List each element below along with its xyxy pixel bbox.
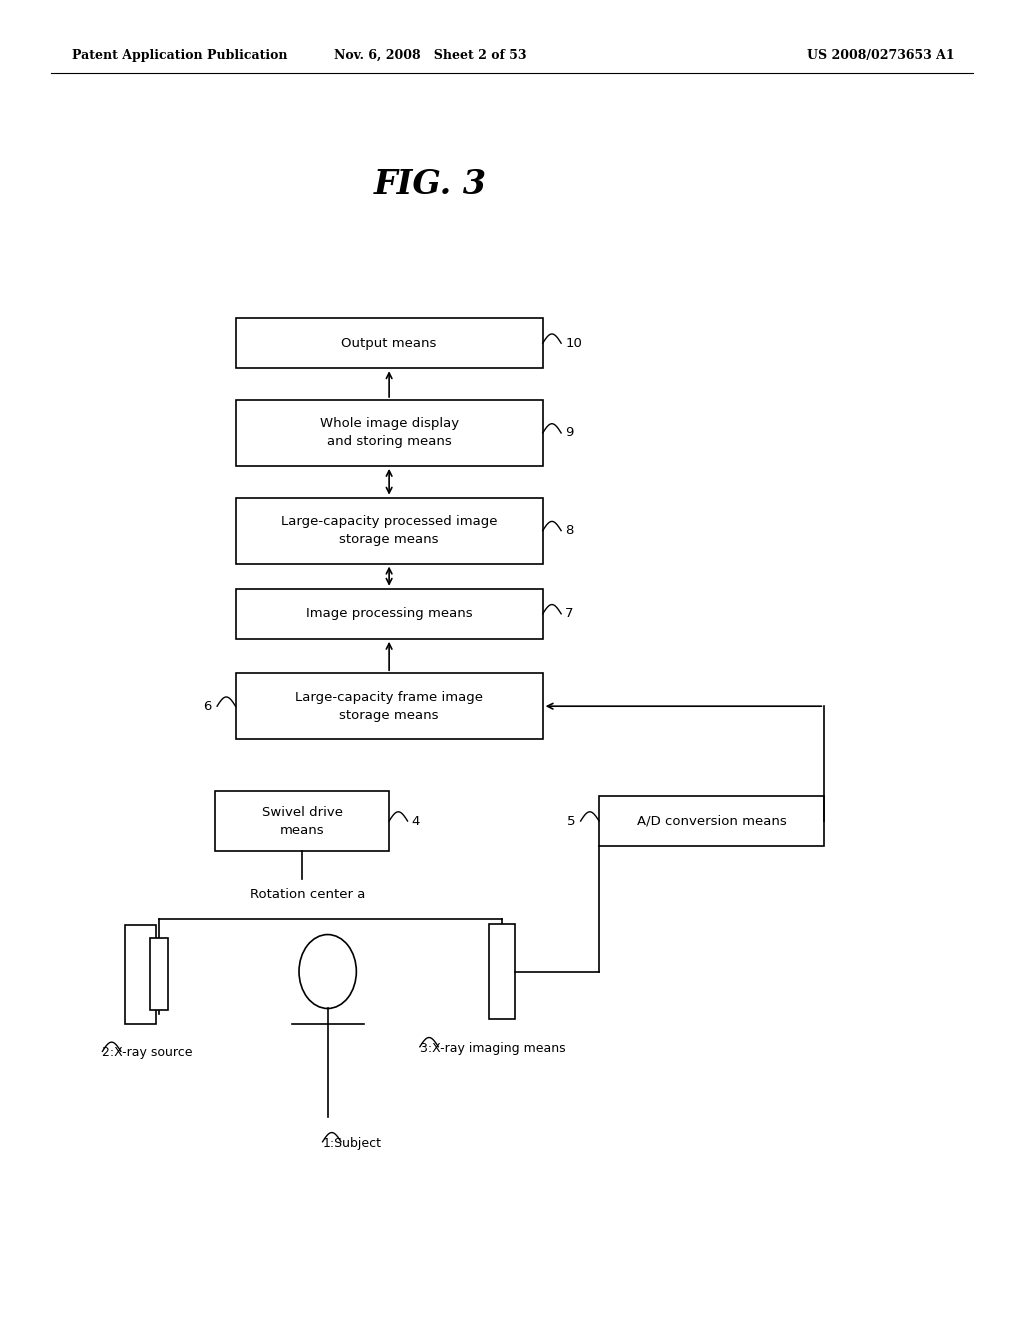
Bar xyxy=(599,796,824,846)
Text: US 2008/0273653 A1: US 2008/0273653 A1 xyxy=(807,49,954,62)
Text: 10: 10 xyxy=(565,337,582,350)
Bar xyxy=(125,924,156,1024)
Text: FIG. 3: FIG. 3 xyxy=(374,168,486,201)
Text: Output means: Output means xyxy=(341,337,437,350)
Bar xyxy=(236,318,543,368)
Bar xyxy=(236,400,543,466)
Text: 3:X-ray imaging means: 3:X-ray imaging means xyxy=(420,1041,565,1055)
Text: Image processing means: Image processing means xyxy=(306,607,472,620)
Text: 6: 6 xyxy=(204,700,212,713)
Text: 8: 8 xyxy=(565,524,573,537)
Bar xyxy=(236,498,543,564)
Text: Nov. 6, 2008   Sheet 2 of 53: Nov. 6, 2008 Sheet 2 of 53 xyxy=(334,49,526,62)
Text: Whole image display
and storing means: Whole image display and storing means xyxy=(319,417,459,449)
Text: Swivel drive
means: Swivel drive means xyxy=(261,805,343,837)
Text: 4: 4 xyxy=(412,814,420,828)
Text: Patent Application Publication: Patent Application Publication xyxy=(72,49,287,62)
Bar xyxy=(150,937,168,1011)
Bar xyxy=(215,791,389,851)
Text: A/D conversion means: A/D conversion means xyxy=(637,814,786,828)
Text: 2:X-ray source: 2:X-ray source xyxy=(102,1047,193,1059)
Text: Large-capacity frame image
storage means: Large-capacity frame image storage means xyxy=(295,690,483,722)
Text: Large-capacity processed image
storage means: Large-capacity processed image storage m… xyxy=(281,515,498,546)
Bar xyxy=(489,924,514,1019)
Bar xyxy=(236,589,543,639)
Text: 7: 7 xyxy=(565,607,573,620)
Text: 9: 9 xyxy=(565,426,573,440)
Text: 5: 5 xyxy=(567,814,575,828)
Bar xyxy=(236,673,543,739)
Text: Rotation center a: Rotation center a xyxy=(250,888,365,902)
Text: 1:Subject: 1:Subject xyxy=(323,1137,382,1150)
